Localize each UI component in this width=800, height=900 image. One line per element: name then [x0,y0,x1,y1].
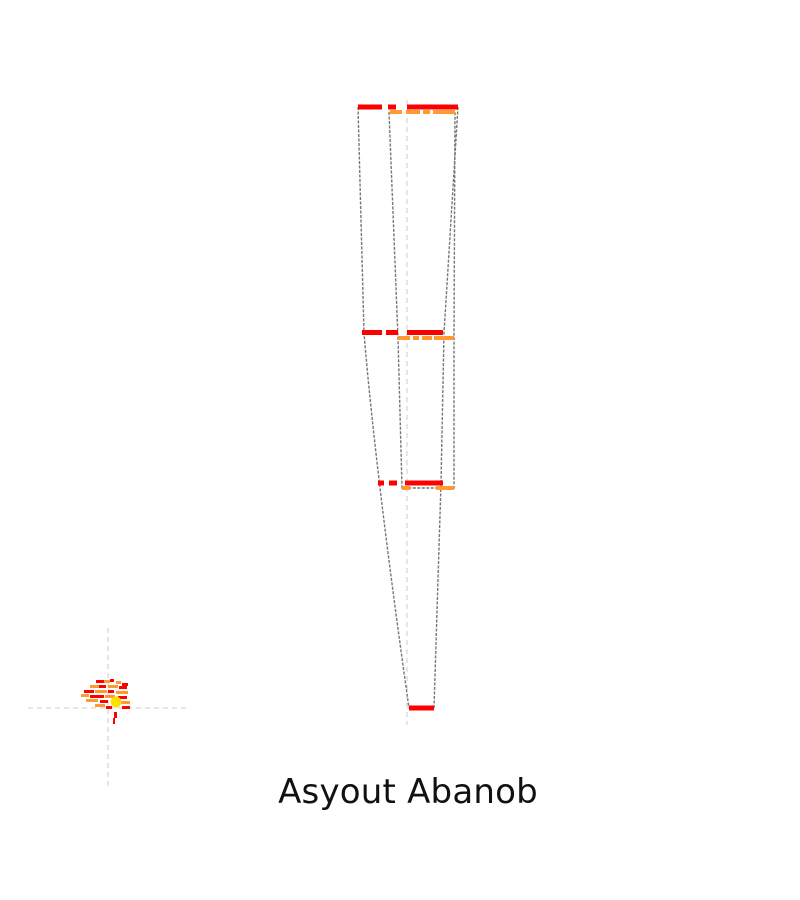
base-bar [409,705,434,711]
outer-left-edge [357,106,410,709]
outer-right-edge [433,106,459,709]
marker-center-dot [110,696,122,708]
marker-cluster [81,679,130,724]
bar-secondary [398,336,410,340]
bar-secondary [390,110,402,114]
bar-primary [362,330,382,335]
station-caption: Asyout Abanob [278,772,538,812]
bar-primary [386,330,398,335]
bar-primary [388,104,396,110]
bar-secondary [433,110,455,114]
bar-primary [389,480,397,486]
bar-secondary [413,336,419,340]
bar-primary [378,480,384,486]
bar-primary [358,104,382,110]
bar-secondary [402,486,410,490]
bar-secondary [423,110,430,114]
bar-primary [405,480,443,486]
level-middle-bars [362,330,454,340]
level-top-bars [358,104,458,114]
location-marker [28,628,188,788]
bar-primary [407,104,458,110]
level-lower-bars [378,480,454,490]
bar-secondary [434,336,454,340]
bar-secondary [422,336,432,340]
bar-secondary [436,486,454,490]
bar-primary [407,330,443,335]
inner-box-outline [388,111,456,489]
bar-secondary [406,110,420,114]
